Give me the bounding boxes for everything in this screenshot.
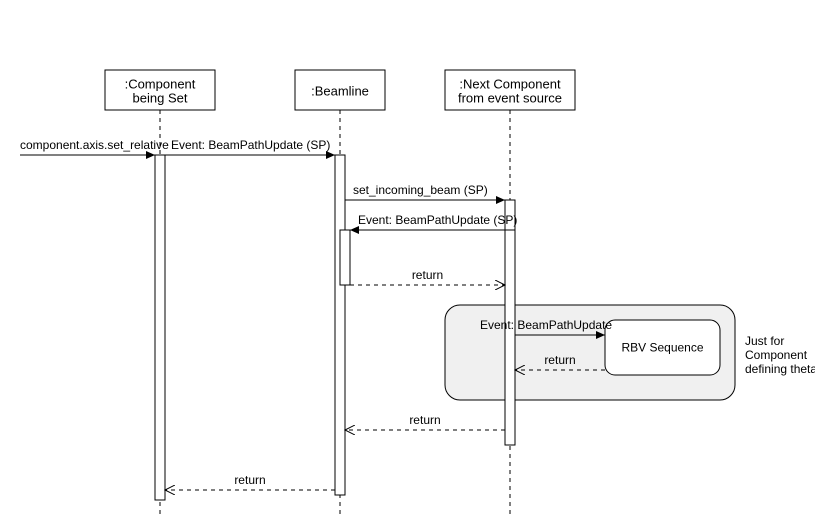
participant-label-2-l2: from event source	[458, 90, 562, 105]
participant-label-0-l2: being Set	[133, 90, 188, 105]
message-label-m9: return	[234, 473, 265, 487]
ref-label: RBV Sequence	[621, 341, 703, 355]
message-label-m3: set_incoming_beam (SP)	[353, 183, 488, 197]
activation-1	[335, 155, 345, 495]
annotation-l1: Just for	[745, 334, 784, 348]
message-label-m6: Event: BeamPathUpdate	[480, 318, 612, 332]
participant-label-1-l1: :Beamline	[311, 83, 369, 98]
message-label-m5: return	[412, 268, 443, 282]
participant-label-0-l1: :Component	[125, 76, 196, 91]
message-label-m4: Event: BeamPathUpdate (SP)	[358, 213, 517, 227]
annotation-l2: Component	[745, 348, 808, 362]
message-label-m1: component.axis.set_relative	[20, 138, 169, 152]
activation-0	[155, 155, 165, 500]
message-label-m2: Event: BeamPathUpdate (SP)	[171, 138, 330, 152]
annotation-l3: defining theta	[745, 362, 815, 376]
message-label-m7: return	[544, 353, 575, 367]
participant-label-2-l1: :Next Component	[459, 76, 561, 91]
message-label-m8: return	[409, 413, 440, 427]
activation-3	[340, 230, 350, 285]
